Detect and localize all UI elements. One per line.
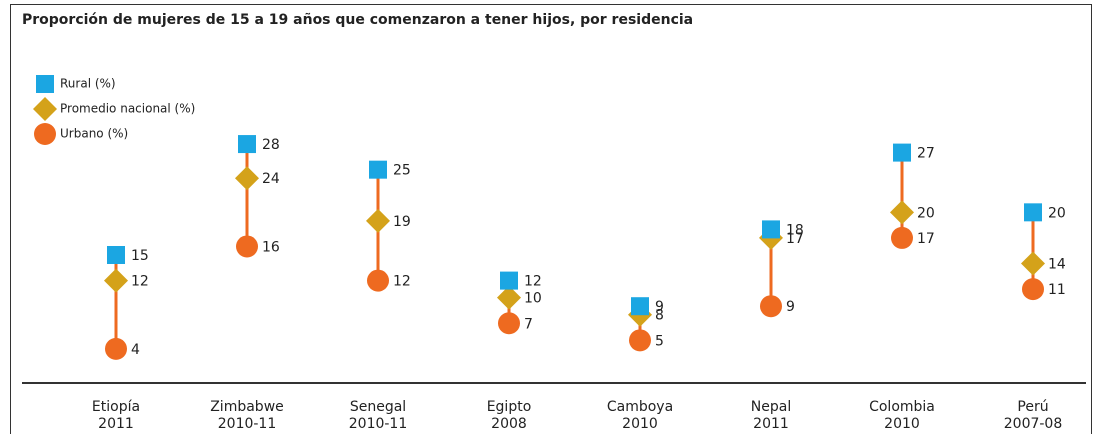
- data-point: [893, 143, 911, 162]
- legend-marker: [34, 123, 56, 145]
- x-tick-label: 2010-11: [218, 416, 277, 432]
- data-label: 16: [262, 239, 280, 255]
- x-tick-label: 2010: [622, 416, 658, 432]
- x-tick-label: Camboya: [607, 399, 673, 415]
- x-tick-label: Senegal: [350, 399, 406, 415]
- data-point: [104, 268, 128, 293]
- legend-label: Urbano (%): [60, 127, 128, 141]
- x-tick-label: 2011: [98, 416, 134, 432]
- x-tick-label: Etiopía: [92, 399, 140, 415]
- data-label: 28: [262, 137, 280, 153]
- data-point: [107, 246, 125, 264]
- data-label: 7: [524, 316, 533, 332]
- data-label: 20: [917, 205, 935, 221]
- data-label: 14: [1048, 257, 1066, 273]
- data-point: [236, 235, 258, 258]
- x-tick-label: 2010: [884, 416, 920, 432]
- frame: [10, 4, 1092, 438]
- x-tick-label: 2008: [491, 416, 527, 432]
- data-point: [369, 160, 387, 179]
- data-point: [891, 226, 913, 249]
- data-point: [367, 269, 389, 292]
- data-point: [105, 337, 127, 360]
- data-point: [235, 166, 259, 191]
- chart-title: Proporción de mujeres de 15 a 19 años qu…: [22, 12, 693, 28]
- data-point: [497, 285, 521, 310]
- data-point: [1022, 278, 1044, 301]
- x-tick-label: 2011: [753, 416, 789, 432]
- data-label: 8: [655, 308, 664, 324]
- data-point: [500, 271, 518, 290]
- data-label: 9: [655, 299, 664, 315]
- data-label: 15: [131, 248, 149, 264]
- x-tick-label: 2007-08: [1004, 416, 1063, 432]
- legend-label: Promedio nacional (%): [60, 102, 195, 116]
- data-point: [631, 297, 649, 316]
- data-point: [366, 208, 390, 233]
- data-point: [498, 312, 520, 335]
- data-label: 18: [786, 222, 804, 238]
- data-label: 5: [655, 333, 664, 349]
- data-label: 17: [786, 231, 804, 247]
- data-label: 19: [393, 214, 411, 230]
- data-label: 12: [393, 274, 411, 290]
- legend-marker: [36, 75, 54, 93]
- legend-label: Rural (%): [60, 77, 116, 91]
- x-tick-label: Colombia: [869, 399, 935, 415]
- data-point: [890, 200, 914, 225]
- x-tick-label: Egipto: [487, 399, 532, 415]
- data-label: 12: [131, 274, 149, 290]
- x-tick-label: Perú: [1017, 399, 1048, 415]
- data-point: [762, 220, 780, 239]
- data-label: 25: [393, 163, 411, 179]
- data-label: 27: [917, 146, 935, 162]
- legend-marker: [33, 97, 57, 121]
- data-point: [1021, 251, 1045, 276]
- data-point: [238, 135, 256, 154]
- data-point: [629, 329, 651, 352]
- data-label: 20: [1048, 205, 1066, 221]
- data-label: 17: [917, 231, 935, 247]
- data-point: [760, 295, 782, 318]
- x-tick-label: Nepal: [751, 399, 791, 415]
- data-label: 4: [131, 342, 140, 358]
- data-point: [1024, 203, 1042, 222]
- data-label: 9: [786, 299, 795, 315]
- x-tick-label: Zimbabwe: [210, 399, 284, 415]
- data-label: 24: [262, 171, 280, 187]
- data-label: 11: [1048, 282, 1066, 298]
- data-label: 10: [524, 291, 542, 307]
- x-tick-label: 2010-11: [349, 416, 408, 432]
- data-label: 12: [524, 274, 542, 290]
